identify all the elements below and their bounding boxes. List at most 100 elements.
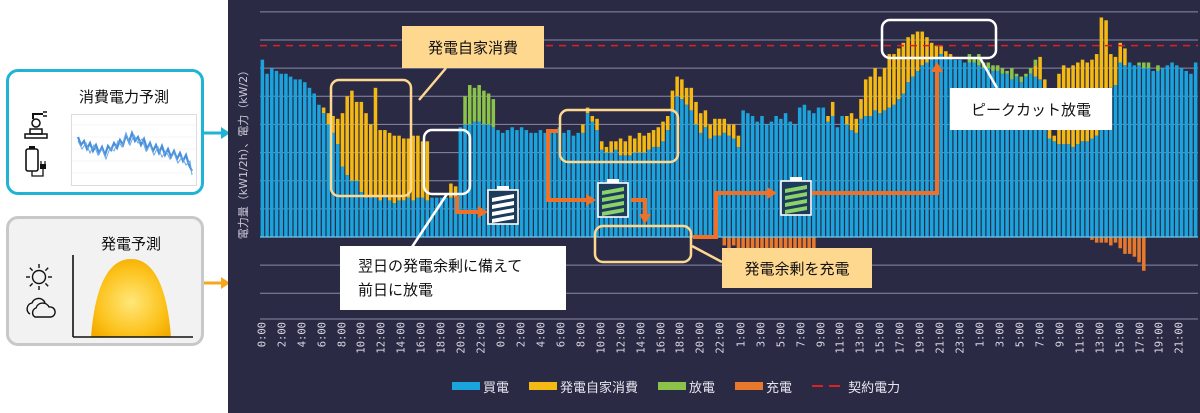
bar-segment xyxy=(411,200,415,237)
bar-segment xyxy=(929,59,934,238)
bar-segment xyxy=(939,54,943,238)
bar-segment xyxy=(373,87,378,198)
bar-segment xyxy=(482,124,486,237)
legend-label: 放電 xyxy=(689,380,716,396)
bar-segment xyxy=(477,85,481,122)
bar-segment xyxy=(557,127,562,237)
x-tick-label: 17:00 xyxy=(1134,322,1147,354)
bar-segment xyxy=(845,124,849,237)
x-tick-label: 22:00 xyxy=(475,322,488,354)
bar-segment xyxy=(1099,96,1104,238)
bar-segment xyxy=(472,121,477,237)
bar-segment xyxy=(1104,20,1108,94)
bar-segment xyxy=(967,62,972,238)
bar-segment xyxy=(1000,73,1005,238)
bar-segment xyxy=(270,68,274,238)
bar-segment xyxy=(552,130,557,237)
arrow-consumption-to-chart xyxy=(204,127,230,139)
bar-segment xyxy=(774,115,778,237)
bar-segment xyxy=(731,124,736,139)
bar-segment xyxy=(449,183,453,198)
legend-swatch xyxy=(735,382,764,390)
bar-segment xyxy=(486,124,491,237)
legend-item: 買電 xyxy=(452,377,509,396)
bar-segment xyxy=(599,141,604,150)
bar-segment xyxy=(1127,62,1132,238)
bar-segment xyxy=(585,113,590,237)
bar-segment xyxy=(929,42,934,60)
bar-segment xyxy=(628,135,632,156)
highlight-peak-cut xyxy=(880,18,998,60)
bar-segment xyxy=(1118,62,1122,238)
bar-segment xyxy=(783,113,788,237)
bar-segment xyxy=(816,107,821,238)
bar-segment xyxy=(901,42,906,94)
bar-segment xyxy=(387,132,392,201)
bar-segment xyxy=(519,127,524,237)
bar-segment xyxy=(500,132,505,237)
x-tick-label: 1:00 xyxy=(974,322,987,348)
x-tick-label: 10:00 xyxy=(595,322,608,354)
legend-swatch xyxy=(529,382,558,390)
bar-segment-charge xyxy=(1132,237,1137,257)
bar-segment xyxy=(642,135,646,153)
flow-battery-to-charge xyxy=(631,198,647,216)
bar-segment xyxy=(1146,68,1151,238)
bar-segment xyxy=(1019,82,1023,237)
bar-segment xyxy=(684,104,689,237)
bar-segment xyxy=(359,101,364,192)
bar-segment xyxy=(878,76,882,114)
x-tick-label: 10:00 xyxy=(355,322,368,354)
bar-segment xyxy=(651,146,656,237)
callout-prep-discharge: 翌日の発電余剰に備えて 前日に放電 xyxy=(340,246,566,310)
cloud-icon xyxy=(26,297,56,318)
bar-segment xyxy=(736,135,741,147)
flow-arrowhead xyxy=(586,194,596,206)
bar-segment xyxy=(576,132,580,237)
legend-swatch xyxy=(658,382,687,390)
consumption-forecast-sparkline xyxy=(71,114,197,186)
bar-segment xyxy=(769,121,774,237)
bar-segment xyxy=(797,107,802,238)
highlight-self-consumption-day1 xyxy=(329,78,413,198)
bar-segment xyxy=(529,132,533,237)
bar-segment xyxy=(1043,96,1047,238)
highlight-prep-discharge xyxy=(422,128,472,196)
bar-segment xyxy=(265,73,269,238)
bar-segment xyxy=(1085,141,1089,237)
x-tick-label: 8:00 xyxy=(335,322,348,348)
bar-segment xyxy=(1038,56,1042,80)
x-tick-label: 20:00 xyxy=(695,322,708,354)
highlight-charge xyxy=(593,224,693,264)
bar-segment xyxy=(336,118,340,145)
bar-segment xyxy=(675,76,679,97)
bar-segment xyxy=(986,62,991,69)
bar-segment xyxy=(637,132,642,153)
x-tick-label: 18:00 xyxy=(675,322,688,354)
bar-segment xyxy=(590,115,595,122)
bar-segment xyxy=(708,124,712,139)
x-tick-label: 22:00 xyxy=(715,322,728,354)
bar-segment xyxy=(571,135,576,237)
bar-segment xyxy=(731,138,736,237)
bar-segment xyxy=(1033,76,1038,237)
bar-segment xyxy=(849,113,854,131)
x-tick-label: 14:00 xyxy=(635,322,648,354)
battery-charged-icon xyxy=(597,179,629,218)
battery-charged-icon-2 xyxy=(780,177,812,216)
flow-arrowhead xyxy=(639,214,651,224)
bar-segment xyxy=(727,135,731,237)
bar-segment xyxy=(491,127,496,237)
bar-segment-charge xyxy=(1127,237,1132,254)
bar-segment xyxy=(383,130,387,195)
bar-segment xyxy=(628,155,632,237)
bar-segment xyxy=(496,130,500,237)
chart-legend: 買電 発電自家消費 放電 充電 契約電力 xyxy=(452,376,920,396)
bar-segment xyxy=(863,115,868,237)
bar-segment xyxy=(958,59,962,238)
bar-segment-charge xyxy=(788,237,793,257)
bar-segment xyxy=(722,118,727,133)
bar-segment xyxy=(878,113,882,237)
bar-segment xyxy=(444,197,448,237)
bar-segment xyxy=(1038,79,1042,238)
